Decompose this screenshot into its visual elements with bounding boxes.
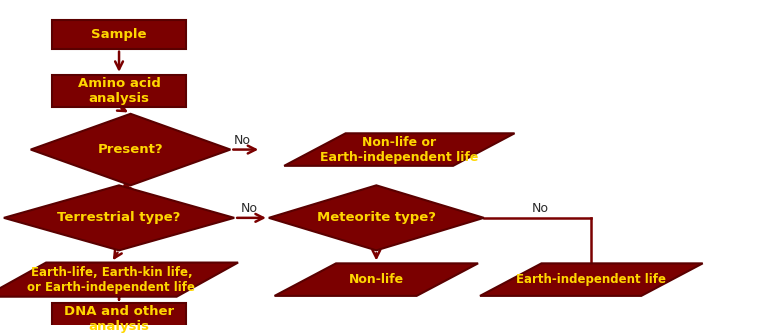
FancyBboxPatch shape	[52, 75, 186, 107]
Polygon shape	[4, 185, 234, 250]
Text: Earth-independent life: Earth-independent life	[516, 273, 667, 286]
Text: No: No	[240, 202, 257, 215]
Polygon shape	[0, 263, 238, 297]
Text: No: No	[233, 134, 250, 147]
FancyBboxPatch shape	[52, 303, 186, 334]
Text: Earth-life, Earth-kin life,
or Earth-independent life: Earth-life, Earth-kin life, or Earth-ind…	[28, 266, 195, 294]
Text: Non-life or
Earth-independent life: Non-life or Earth-independent life	[320, 136, 478, 164]
Text: Amino acid
analysis: Amino acid analysis	[78, 77, 161, 105]
Polygon shape	[31, 114, 230, 185]
Text: Sample: Sample	[91, 28, 147, 41]
Polygon shape	[269, 185, 484, 250]
Text: Non-life: Non-life	[349, 273, 404, 286]
Polygon shape	[275, 264, 478, 296]
Text: DNA and other
analysis: DNA and other analysis	[64, 305, 174, 333]
Text: Terrestrial type?: Terrestrial type?	[58, 211, 180, 224]
Polygon shape	[284, 133, 515, 166]
Text: Meteorite type?: Meteorite type?	[317, 211, 435, 224]
FancyBboxPatch shape	[52, 19, 186, 49]
Text: No: No	[531, 202, 548, 215]
Text: Present?: Present?	[98, 143, 164, 156]
Polygon shape	[480, 264, 703, 296]
